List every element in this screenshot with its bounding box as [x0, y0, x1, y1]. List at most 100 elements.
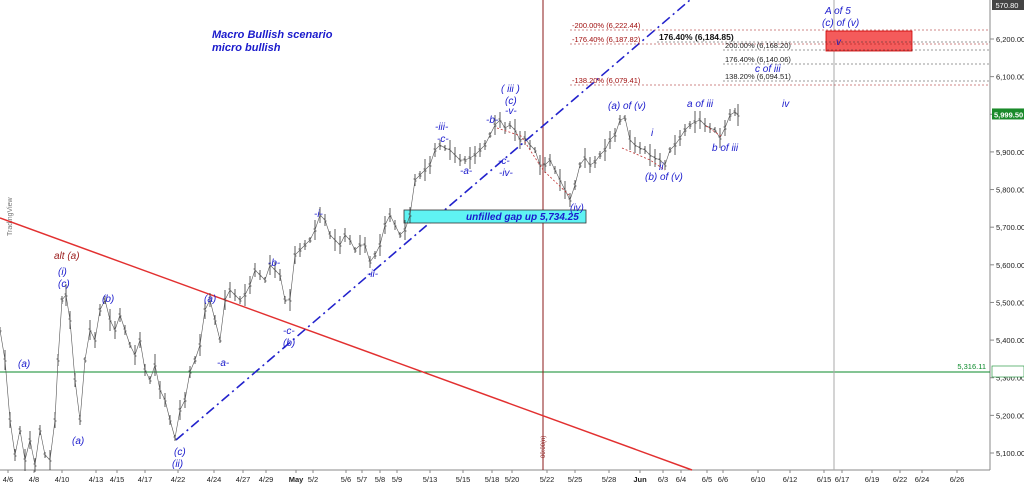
- wave-labels: (a)(i)(c)(a)(b)(c)(ii)(a)-a--c-(b)-b--i-…: [18, 64, 790, 470]
- date-tick-label: 4/10: [55, 475, 70, 484]
- date-tick-label: 6/10: [751, 475, 766, 484]
- price-tick-label: 5,800.00: [996, 186, 1024, 195]
- date-tick-label: 6/22: [893, 475, 908, 484]
- tradingview-watermark: TradingView: [7, 197, 14, 236]
- target-label-1: A of 5: [824, 6, 851, 17]
- date-tick-label: 4/17: [138, 475, 153, 484]
- date-tick-label: 6/24: [915, 475, 930, 484]
- fib-level-label: -138.20% (6,079.41): [572, 76, 641, 85]
- wave-label: (b): [283, 338, 295, 349]
- price-series: [0, 104, 740, 472]
- date-tick-label: 6/5: [702, 475, 712, 484]
- correction-dotted-1: [496, 127, 571, 197]
- wave-label: (a): [18, 359, 30, 370]
- date-tick-label: 5/25: [568, 475, 583, 484]
- price-tick-label: 5,400.00: [996, 336, 1024, 345]
- price-tick-label: 6,200.00: [996, 35, 1024, 44]
- date-tick-label: Jun: [633, 475, 647, 484]
- wave-label: -a-: [460, 166, 473, 177]
- fib-level-label: -176.40% (6,187.82): [572, 35, 641, 44]
- date-tick-label: 5/22: [540, 475, 555, 484]
- date-tick-label: 6/17: [835, 475, 850, 484]
- uptrend-channel-line: [175, 0, 691, 441]
- date-tick-label: 4/22: [171, 475, 186, 484]
- wave-label: iv: [782, 99, 790, 110]
- wave-label: c of iii: [755, 64, 781, 75]
- wave-label: (i): [58, 267, 67, 278]
- unfilled-gap-box: [403, 209, 587, 224]
- date-tick-label: 4/8: [29, 475, 39, 484]
- date-tick-label: 5/18: [485, 475, 500, 484]
- top-price-label: 570.80: [996, 1, 1019, 10]
- last-price-label: 5,999.50: [994, 110, 1023, 119]
- wave-label: -b-: [486, 115, 499, 126]
- wave-label: -iii-: [435, 122, 449, 133]
- wave-label: a of iii: [687, 99, 714, 110]
- wave-label: ii: [659, 162, 664, 173]
- price-tick-label: 5,100.00: [996, 449, 1024, 458]
- price-tick-label: 5,200.00: [996, 411, 1024, 420]
- fib-level-label: -200.00% (6,222.44): [572, 21, 641, 30]
- fib-levels: -200.00% (6,222.44) -176.40% (6,187.82) 17…: [570, 21, 990, 86]
- wave-label: i: [651, 128, 654, 139]
- last-price-badge: [992, 108, 1024, 120]
- wave-label: (c): [174, 447, 186, 458]
- wave-label: ( iii ): [501, 84, 520, 95]
- correction-dotted-3: [705, 125, 722, 137]
- wave-label: -c-: [283, 326, 295, 337]
- date-tick-label: 6/26: [950, 475, 965, 484]
- top-price-badge: [992, 0, 1024, 10]
- date-tick-label: 6/4: [676, 475, 686, 484]
- gap-label: unfilled gap up 5,734.25: [466, 212, 579, 223]
- target-v-label: v: [836, 37, 842, 48]
- date-tick-label: 5/8: [375, 475, 385, 484]
- target-zone-box: [825, 30, 913, 52]
- date-tick-label: 5/9: [392, 475, 402, 484]
- target-label-2: (c) of (v): [822, 18, 859, 29]
- date-tick-label: 4/15: [110, 475, 125, 484]
- fib-level-label: 176.40% (6,184.85): [659, 32, 734, 42]
- price-tick-label: 5,900.00: [996, 148, 1024, 157]
- date-tick-label: 5/7: [357, 475, 367, 484]
- fib-level-label: 176.40% (6,140.06): [725, 55, 791, 64]
- date-tick-label: 4/6: [3, 475, 13, 484]
- scenario-subtitle: micro bullish: [212, 42, 281, 54]
- support-hline-label: 5,316.11: [957, 362, 986, 371]
- date-tick-label: 5/13: [423, 475, 438, 484]
- wave-label: b of iii: [712, 143, 739, 154]
- wave-label: (a): [204, 294, 216, 305]
- date-tick-label: 6/12: [783, 475, 798, 484]
- wave-label: (ii): [172, 459, 183, 470]
- wave-label: -i-: [314, 209, 324, 220]
- date-tick-label: 4/27: [236, 475, 251, 484]
- alt-a-label: alt (a): [54, 251, 80, 262]
- downtrend-line: [0, 217, 693, 471]
- date-tick-label: May: [289, 475, 304, 484]
- wave-label: -iv-: [499, 168, 514, 179]
- fib-level-label: 138.20% (6,094.51): [725, 72, 791, 81]
- wave-label: -ii-: [367, 269, 379, 280]
- date-tick-label: 4/29: [259, 475, 274, 484]
- price-tick-label: 6,100.00: [996, 73, 1024, 82]
- wave-label: (iv): [570, 203, 584, 214]
- date-tick-label: 5/2: [308, 475, 318, 484]
- scenario-title: Macro Bullish scenario: [212, 29, 333, 41]
- price-axis[interactable]: 5,100.00 5,200.00 5,300.00 5,400.00 5,500.00…: [990, 35, 1024, 458]
- date-axis[interactable]: 4/6 4/8 4/10 4/13 4/15 4/17 4/22 4/24 4/27 4/29 Ma…: [3, 470, 965, 484]
- wave-label: (c): [505, 96, 517, 107]
- fib-level-label: 200.00% (6,168.20): [725, 41, 791, 50]
- date-tick-label: 4/13: [89, 475, 104, 484]
- date-tick-label: 5/28: [602, 475, 617, 484]
- wave-label: (c): [58, 279, 70, 290]
- date-tick-label: 6/6: [718, 475, 728, 484]
- price-tick-label: 5,600.00: [996, 261, 1024, 270]
- price-tick-label: 5,300.00: [996, 374, 1024, 383]
- date-tick-label: 6/19: [865, 475, 880, 484]
- price-tick-label: 5,700.00: [996, 223, 1024, 232]
- date-tick-label: 5/15: [456, 475, 471, 484]
- wave-label: (a): [72, 436, 84, 447]
- hline-axis-badge: [991, 365, 1024, 378]
- price-tick-label: 5,500.00: [996, 298, 1024, 307]
- price-path: [0, 111, 739, 466]
